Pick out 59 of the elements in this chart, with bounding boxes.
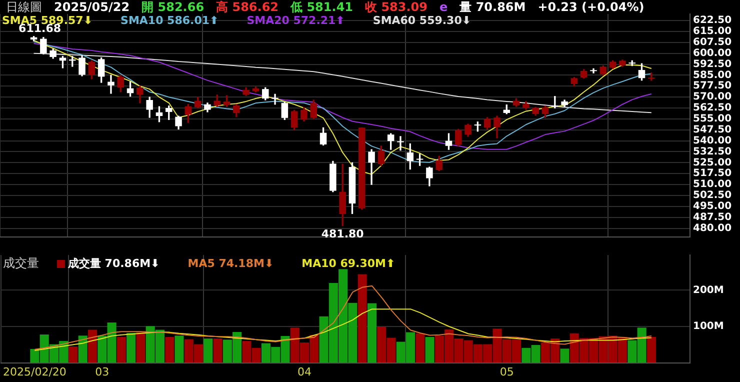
y-tick-label: 555.00 — [693, 114, 732, 125]
y-tick-label: 487.50 — [693, 212, 732, 223]
y-tick-label: 525.00 — [693, 157, 732, 168]
bar — [68, 346, 78, 363]
bar — [174, 336, 184, 363]
bar — [560, 348, 570, 363]
y-tick-label: 517.50 — [693, 168, 732, 180]
y-tick-label: 200M — [693, 284, 724, 296]
annotation: +0.23 (+0.04%) — [538, 0, 644, 14]
y-tick-label: 600.00 — [693, 48, 732, 59]
annotation: 低 581.41 — [290, 0, 354, 14]
text: SMA20 572.21⬆ — [246, 14, 345, 27]
annotation: 量 70.86M — [458, 0, 526, 14]
y-tick-label: 532.50 — [693, 146, 732, 158]
bar — [367, 303, 377, 363]
bar — [78, 336, 88, 363]
y-tick-label: 547.50 — [693, 124, 732, 136]
annotation: e — [440, 0, 448, 14]
y-tick-label: 510.00 — [693, 179, 732, 190]
text: SMA60 559.30⬇ — [372, 14, 472, 27]
bar — [204, 338, 213, 363]
bar — [165, 337, 174, 363]
x-tick-label: 03 — [95, 365, 110, 378]
bar — [126, 333, 136, 363]
y-tick-label: 502.50 — [693, 190, 732, 202]
annotation: 高 586.62 — [216, 0, 279, 14]
bar — [416, 333, 425, 363]
annotation: 481.80 — [321, 227, 364, 240]
y-tick-label: 607.50 — [693, 37, 732, 48]
chart-title: 成交量 — [2, 256, 39, 270]
bar — [646, 337, 656, 363]
y-tick-label: 622.50 — [693, 15, 732, 26]
annotation: 開 582.66 — [142, 0, 204, 14]
legend-label: 成交量 70.86M⬇ — [66, 256, 160, 270]
bar — [213, 338, 222, 363]
bar — [88, 330, 98, 363]
text: MA5 74.18M⬇ — [188, 256, 274, 270]
y-tick-label: 570.00 — [693, 92, 732, 103]
y-tick-label: 562.50 — [693, 102, 732, 114]
chart-subtitle: 2025/05/22 — [54, 0, 130, 14]
y-tick-label: 577.50 — [693, 80, 732, 92]
text: MA10 69.30M⬆ — [302, 256, 396, 270]
annotation: 收 583.09 — [365, 0, 428, 14]
bar — [358, 274, 367, 363]
bar — [116, 337, 126, 363]
x-tick-label: 2025/02/20 — [2, 365, 66, 378]
y-tick-label: 592.50 — [693, 58, 732, 70]
y-tick-label: 540.00 — [693, 135, 732, 146]
y-tick-label: 480.00 — [693, 222, 732, 234]
bar — [425, 337, 434, 363]
y-tick-label: 585.00 — [693, 70, 732, 81]
y-tick-label: 495.00 — [693, 200, 732, 212]
text: SMA10 586.01⬆ — [120, 14, 219, 27]
y-tick-label: 615.00 — [693, 26, 732, 38]
y-tick-label: 100M — [693, 321, 724, 332]
chart-title: 日線圖 — [6, 0, 42, 14]
bar — [136, 332, 146, 363]
x-tick-label: 05 — [500, 365, 514, 378]
x-tick-label: 04 — [298, 365, 312, 378]
